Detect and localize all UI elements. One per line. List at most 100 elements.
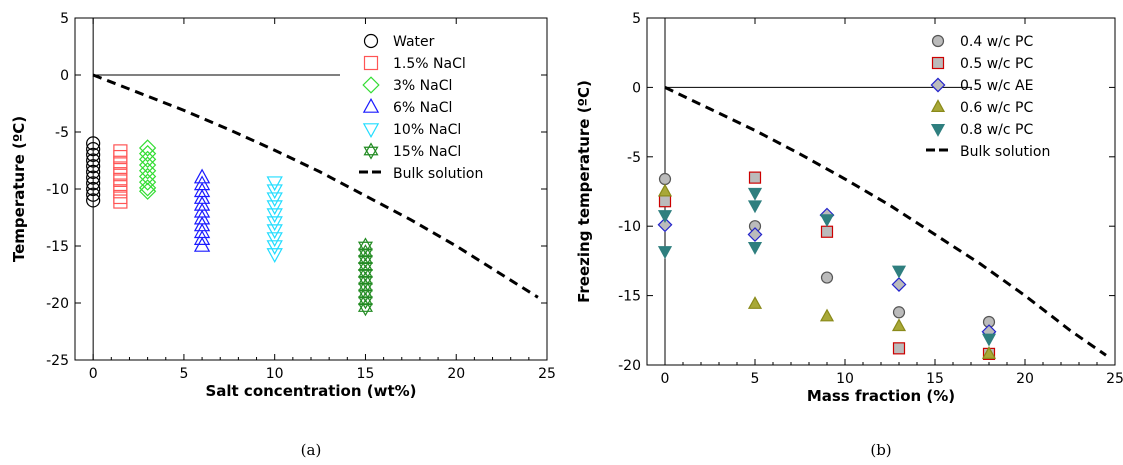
star-triangle-down — [363, 146, 379, 160]
data-point — [357, 285, 374, 303]
legend: 0.4 w/c PC 0.5 w/c PC 0.5 w/c AE 0.6 w/c PC… — [926, 34, 1050, 160]
data-point — [357, 278, 374, 296]
star-triangle-up — [357, 292, 374, 306]
y-tick-label: -10 — [618, 219, 641, 235]
legend-marker — [362, 123, 380, 139]
data-point — [892, 342, 906, 355]
data-point — [138, 162, 157, 180]
legend-label: 10% NaCl — [393, 122, 461, 138]
data-point — [266, 176, 283, 192]
legend-label: 0.8 w/c PC — [960, 122, 1033, 138]
data-point — [266, 208, 283, 224]
legend-marker — [363, 33, 379, 49]
star-triangle-down — [357, 255, 374, 269]
data-point — [266, 240, 283, 256]
data-point — [357, 298, 374, 317]
legend-label: 0.6 w/c PC — [960, 100, 1033, 116]
data-point — [891, 318, 907, 332]
star-triangle-down — [357, 282, 374, 296]
x-tick-label: 25 — [538, 366, 556, 382]
x-tick-label: 10 — [836, 371, 854, 387]
data-point — [266, 184, 283, 200]
star-triangle-down — [357, 289, 374, 303]
star-triangle-up — [357, 251, 374, 265]
data-point — [657, 210, 673, 223]
data-point — [892, 306, 906, 319]
star-triangle-down — [357, 262, 374, 276]
data-point — [981, 333, 997, 347]
data-point — [266, 216, 283, 232]
series-15-nacl — [357, 237, 374, 317]
legend-marker — [931, 56, 945, 70]
star-triangle-up — [357, 257, 374, 271]
data-point — [138, 179, 157, 197]
plot-frame — [74, 17, 548, 361]
data-point — [820, 225, 834, 238]
legend-marker — [931, 34, 945, 48]
legend-marker — [362, 76, 380, 94]
series-0-5-w-c-pc — [658, 171, 996, 360]
data-point — [86, 136, 101, 151]
x-tick-label: 0 — [89, 366, 98, 382]
series-6-nacl — [193, 168, 211, 252]
series-10-nacl — [266, 176, 283, 264]
x-axis-label: Mass fraction (%) — [807, 387, 955, 405]
legend-marker — [363, 55, 379, 71]
star-triangle-down — [357, 268, 374, 283]
x-tick-label: 25 — [1106, 371, 1123, 387]
star-triangle-down — [357, 241, 374, 255]
x-tick-label: 20 — [1016, 371, 1034, 387]
data-point — [747, 242, 763, 255]
mass-fraction-chart: 0 5 10 15 20 25 5 0 -5 -10 -15 -20 Mass fraction (%)… — [575, 11, 1123, 459]
data-point — [86, 153, 101, 168]
x-axis-label: Salt concentration (wt%) — [205, 382, 416, 400]
series-0-8-w-c-pc — [657, 187, 997, 347]
star-triangle-up — [357, 271, 374, 285]
chart-panel-b: 0 5 10 15 20 25 5 0 -5 -10 -15 -20 Mass fraction (%)… — [562, 0, 1123, 465]
data-point — [86, 159, 101, 174]
data-point — [138, 156, 157, 174]
data-point — [748, 171, 762, 184]
star-triangle-up — [357, 264, 374, 278]
legend-marker — [362, 97, 380, 113]
legend: Water 1.5% NaCl 3% NaCl 6% NaCl 10% NaCl 15% … — [359, 33, 483, 182]
data-point — [657, 246, 673, 260]
data-point — [357, 237, 374, 255]
data-point — [138, 145, 157, 163]
y-tick-label: -15 — [618, 289, 641, 305]
y-tick-label: -20 — [46, 296, 69, 312]
legend-label: Water — [393, 34, 435, 50]
data-point — [747, 296, 763, 309]
data-point — [86, 170, 101, 185]
data-point — [981, 346, 997, 359]
x-tick-label: 5 — [751, 371, 760, 387]
legend-label: 6% NaCl — [393, 100, 452, 116]
legend-label: Bulk solution — [960, 144, 1050, 160]
y-tick-label: 5 — [60, 11, 69, 27]
y-axis-label: Temperature (ºC) — [10, 116, 28, 262]
chart-panel-a: 0 5 10 15 20 25 5 0 -5 -10 -15 -20 -25 Salt concentra… — [10, 11, 556, 459]
x-tick-label: 0 — [661, 371, 670, 387]
data-point — [357, 244, 374, 262]
data-point — [747, 227, 763, 242]
data-point — [266, 248, 283, 264]
bulk-solution-line — [664, 86, 1107, 357]
legend-label: 0.4 w/c PC — [960, 34, 1033, 50]
y-tick-label: 0 — [632, 80, 641, 96]
data-point — [86, 176, 101, 191]
y-tick-label: -10 — [46, 182, 69, 198]
data-point — [657, 183, 673, 197]
series-0-6-w-c-pc — [657, 183, 997, 359]
star-triangle-up — [357, 237, 374, 251]
legend-marker — [930, 99, 946, 113]
data-point — [357, 264, 374, 283]
data-point — [747, 200, 763, 214]
x-tick-label: 15 — [357, 366, 375, 382]
data-point — [658, 172, 672, 186]
data-point — [138, 182, 157, 200]
data-point — [266, 200, 283, 216]
data-point — [357, 257, 374, 276]
star-triangle-up — [357, 285, 374, 299]
data-point — [86, 187, 101, 202]
star-triangle-down — [357, 303, 374, 317]
